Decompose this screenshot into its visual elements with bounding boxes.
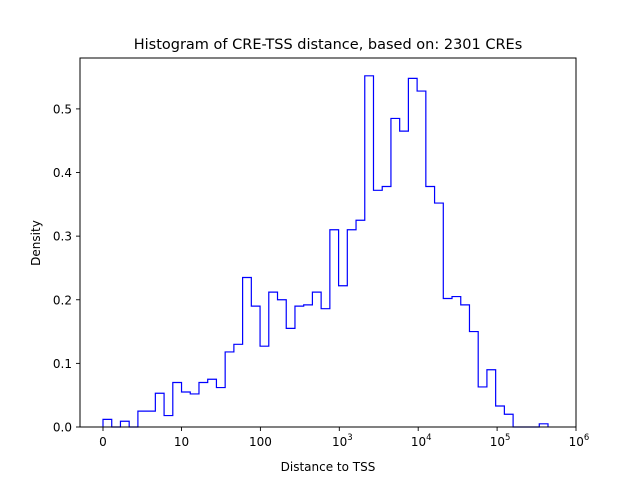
x-tick-label: 0 bbox=[99, 435, 107, 449]
chart-title: Histogram of CRE-TSS distance, based on:… bbox=[134, 37, 523, 53]
x-tick-label: 100 bbox=[249, 435, 272, 449]
x-axis-label: Distance to TSS bbox=[281, 460, 376, 474]
y-tick-label: 0.3 bbox=[53, 230, 72, 244]
axes bbox=[80, 58, 576, 427]
x-tick-label: 103 bbox=[332, 433, 353, 449]
axes-frame bbox=[79, 57, 577, 428]
y-axis-label: Density bbox=[29, 220, 43, 266]
x-axis-ticks: 0 10 100 103 104 105 106 bbox=[99, 427, 589, 449]
plot-area bbox=[80, 58, 576, 427]
x-tick-label: 105 bbox=[490, 433, 511, 449]
y-tick-label: 0.2 bbox=[53, 293, 72, 307]
x-tick-label: 10 bbox=[174, 435, 189, 449]
y-tick-label: 0.0 bbox=[53, 421, 72, 435]
x-tick-label: 106 bbox=[569, 433, 590, 449]
y-tick-label: 0.5 bbox=[53, 102, 72, 116]
y-axis-ticks: 0.0 0.1 0.2 0.3 0.4 0.5 bbox=[53, 102, 80, 435]
x-tick-label: 104 bbox=[411, 433, 432, 449]
histogram-step-line bbox=[102, 75, 549, 428]
y-tick-label: 0.4 bbox=[53, 166, 72, 180]
y-tick-label: 0.1 bbox=[53, 357, 72, 371]
